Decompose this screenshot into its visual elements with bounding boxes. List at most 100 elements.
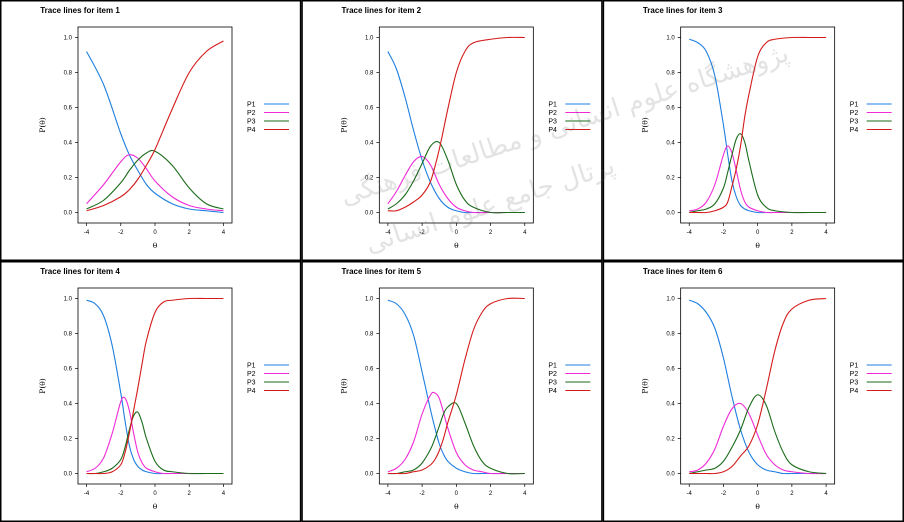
legend-label-p4: P4 — [247, 127, 256, 134]
y-tick-label: 0.2 — [365, 437, 374, 443]
y-tick-label: 1.0 — [64, 36, 73, 42]
x-tick-label: 4 — [824, 230, 828, 236]
series-line-p2 — [387, 391, 525, 475]
chart-panel-6: Trace lines for item 6 0.0 0.2 0.4 0.6 0.8 1.0… — [602, 261, 904, 522]
y-tick-label: 0.8 — [365, 332, 374, 338]
y-tick-label: 0.4 — [64, 141, 73, 147]
y-tick-label: 0.4 — [64, 402, 73, 408]
panel-frame — [301, 0, 603, 261]
y-tick-label: 0.0 — [666, 472, 675, 478]
y-axis-label: P(θ) — [339, 117, 348, 132]
legend-label-p3: P3 — [247, 119, 256, 126]
x-tick-label: 0 — [153, 230, 157, 236]
chart-panel-3: Trace lines for item 3 0.0 0.2 0.4 0.6 0.8 1.0… — [602, 0, 904, 261]
x-axis-label: θ — [755, 502, 760, 511]
chart-panel-5: Trace lines for item 5 0.0 0.2 0.4 0.6 0.8 1.0… — [301, 261, 603, 522]
y-tick-label: 0.0 — [64, 472, 73, 478]
x-tick-label: 0 — [756, 230, 760, 236]
x-tick-label: 4 — [824, 491, 828, 497]
legend-label-p3: P3 — [850, 380, 859, 387]
chart-title: Trace lines for item 2 — [342, 6, 422, 15]
x-axis-label: θ — [153, 241, 158, 250]
legend-label-p3: P3 — [247, 380, 256, 387]
x-tick-label: 0 — [153, 491, 157, 497]
y-tick-label: 0.2 — [666, 176, 675, 182]
plot-area — [378, 26, 534, 224]
y-tick-label: 0.2 — [64, 437, 73, 443]
y-tick-label: 0.8 — [64, 71, 73, 77]
x-tick-label: -2 — [419, 491, 425, 497]
y-tick-label: 0.2 — [365, 176, 374, 182]
y-axis-label: P(θ) — [38, 378, 47, 393]
series-line-p4 — [387, 36, 525, 212]
y-tick-label: 0.4 — [666, 141, 675, 147]
legend-label-p1: P1 — [850, 363, 859, 370]
x-tick-label: 2 — [790, 491, 794, 497]
y-tick-label: 0.6 — [365, 106, 374, 112]
legend-label-p2: P2 — [548, 110, 557, 117]
legend-label-p1: P1 — [548, 102, 557, 109]
series-line-p4 — [689, 297, 827, 475]
x-tick-label: 4 — [523, 230, 527, 236]
x-tick-label: -2 — [721, 491, 727, 497]
x-tick-label: -4 — [84, 491, 90, 497]
y-tick-label: 0.0 — [365, 472, 374, 478]
y-tick-label: 0.4 — [365, 402, 374, 408]
y-tick-label: 0.0 — [666, 211, 675, 217]
legend-label-p1: P1 — [548, 363, 557, 370]
y-tick-label: 1.0 — [666, 297, 675, 303]
chart-title: Trace lines for item 5 — [342, 267, 422, 276]
series-line-p3 — [86, 149, 224, 210]
x-tick-label: -4 — [385, 491, 391, 497]
legend-label-p4: P4 — [548, 388, 557, 395]
legend-label-p2: P2 — [247, 371, 256, 378]
legend-label-p4: P4 — [548, 127, 557, 134]
y-tick-label: 0.4 — [666, 402, 675, 408]
series-line-p2 — [689, 402, 827, 475]
y-tick-label: 1.0 — [64, 297, 73, 303]
series-line-p3 — [86, 411, 224, 475]
x-tick-label: 2 — [489, 491, 493, 497]
legend-label-p4: P4 — [247, 388, 256, 395]
legend-label-p2: P2 — [548, 371, 557, 378]
series-line-p2 — [689, 145, 827, 214]
x-tick-label: -4 — [385, 230, 391, 236]
y-tick-label: 0.0 — [365, 211, 374, 217]
y-tick-label: 0.6 — [64, 367, 73, 373]
x-tick-label: -4 — [687, 230, 693, 236]
chart-title: Trace lines for item 1 — [40, 6, 120, 15]
y-tick-label: 0.6 — [666, 106, 675, 112]
legend-label-p2: P2 — [850, 371, 859, 378]
y-tick-label: 0.6 — [64, 106, 73, 112]
plot-area — [77, 287, 233, 485]
series-line-p1 — [689, 299, 827, 475]
x-tick-label: 2 — [188, 491, 192, 497]
series-line-p3 — [387, 141, 525, 214]
series-line-p4 — [387, 297, 525, 475]
y-tick-label: 0.8 — [365, 71, 374, 77]
chart-panel-2: Trace lines for item 2 0.0 0.2 0.4 0.6 0.8 1.0… — [301, 0, 603, 261]
series-line-p4 — [86, 297, 224, 475]
y-tick-label: 0.6 — [666, 367, 675, 373]
series-line-p1 — [689, 38, 827, 214]
x-tick-label: -2 — [118, 230, 124, 236]
y-tick-label: 0.8 — [64, 332, 73, 338]
plot-area — [680, 287, 836, 485]
x-axis-label: θ — [755, 241, 760, 250]
panel-frame — [602, 0, 904, 261]
series-line-p2 — [86, 154, 224, 212]
x-tick-label: 4 — [523, 491, 527, 497]
series-line-p2 — [86, 396, 224, 475]
chart-panel-4: Trace lines for item 4 0.0 0.2 0.4 0.6 0.8 1.0… — [0, 261, 302, 522]
x-tick-label: -2 — [118, 491, 124, 497]
legend-label-p3: P3 — [548, 119, 557, 126]
chart-title: Trace lines for item 6 — [643, 267, 723, 276]
legend-label-p2: P2 — [850, 110, 859, 117]
x-tick-label: -4 — [687, 491, 693, 497]
x-axis-label: θ — [153, 502, 158, 511]
x-tick-label: 0 — [455, 230, 459, 236]
legend-label-p1: P1 — [247, 102, 256, 109]
legend-label-p3: P3 — [850, 119, 859, 126]
y-tick-label: 0.8 — [666, 332, 675, 338]
